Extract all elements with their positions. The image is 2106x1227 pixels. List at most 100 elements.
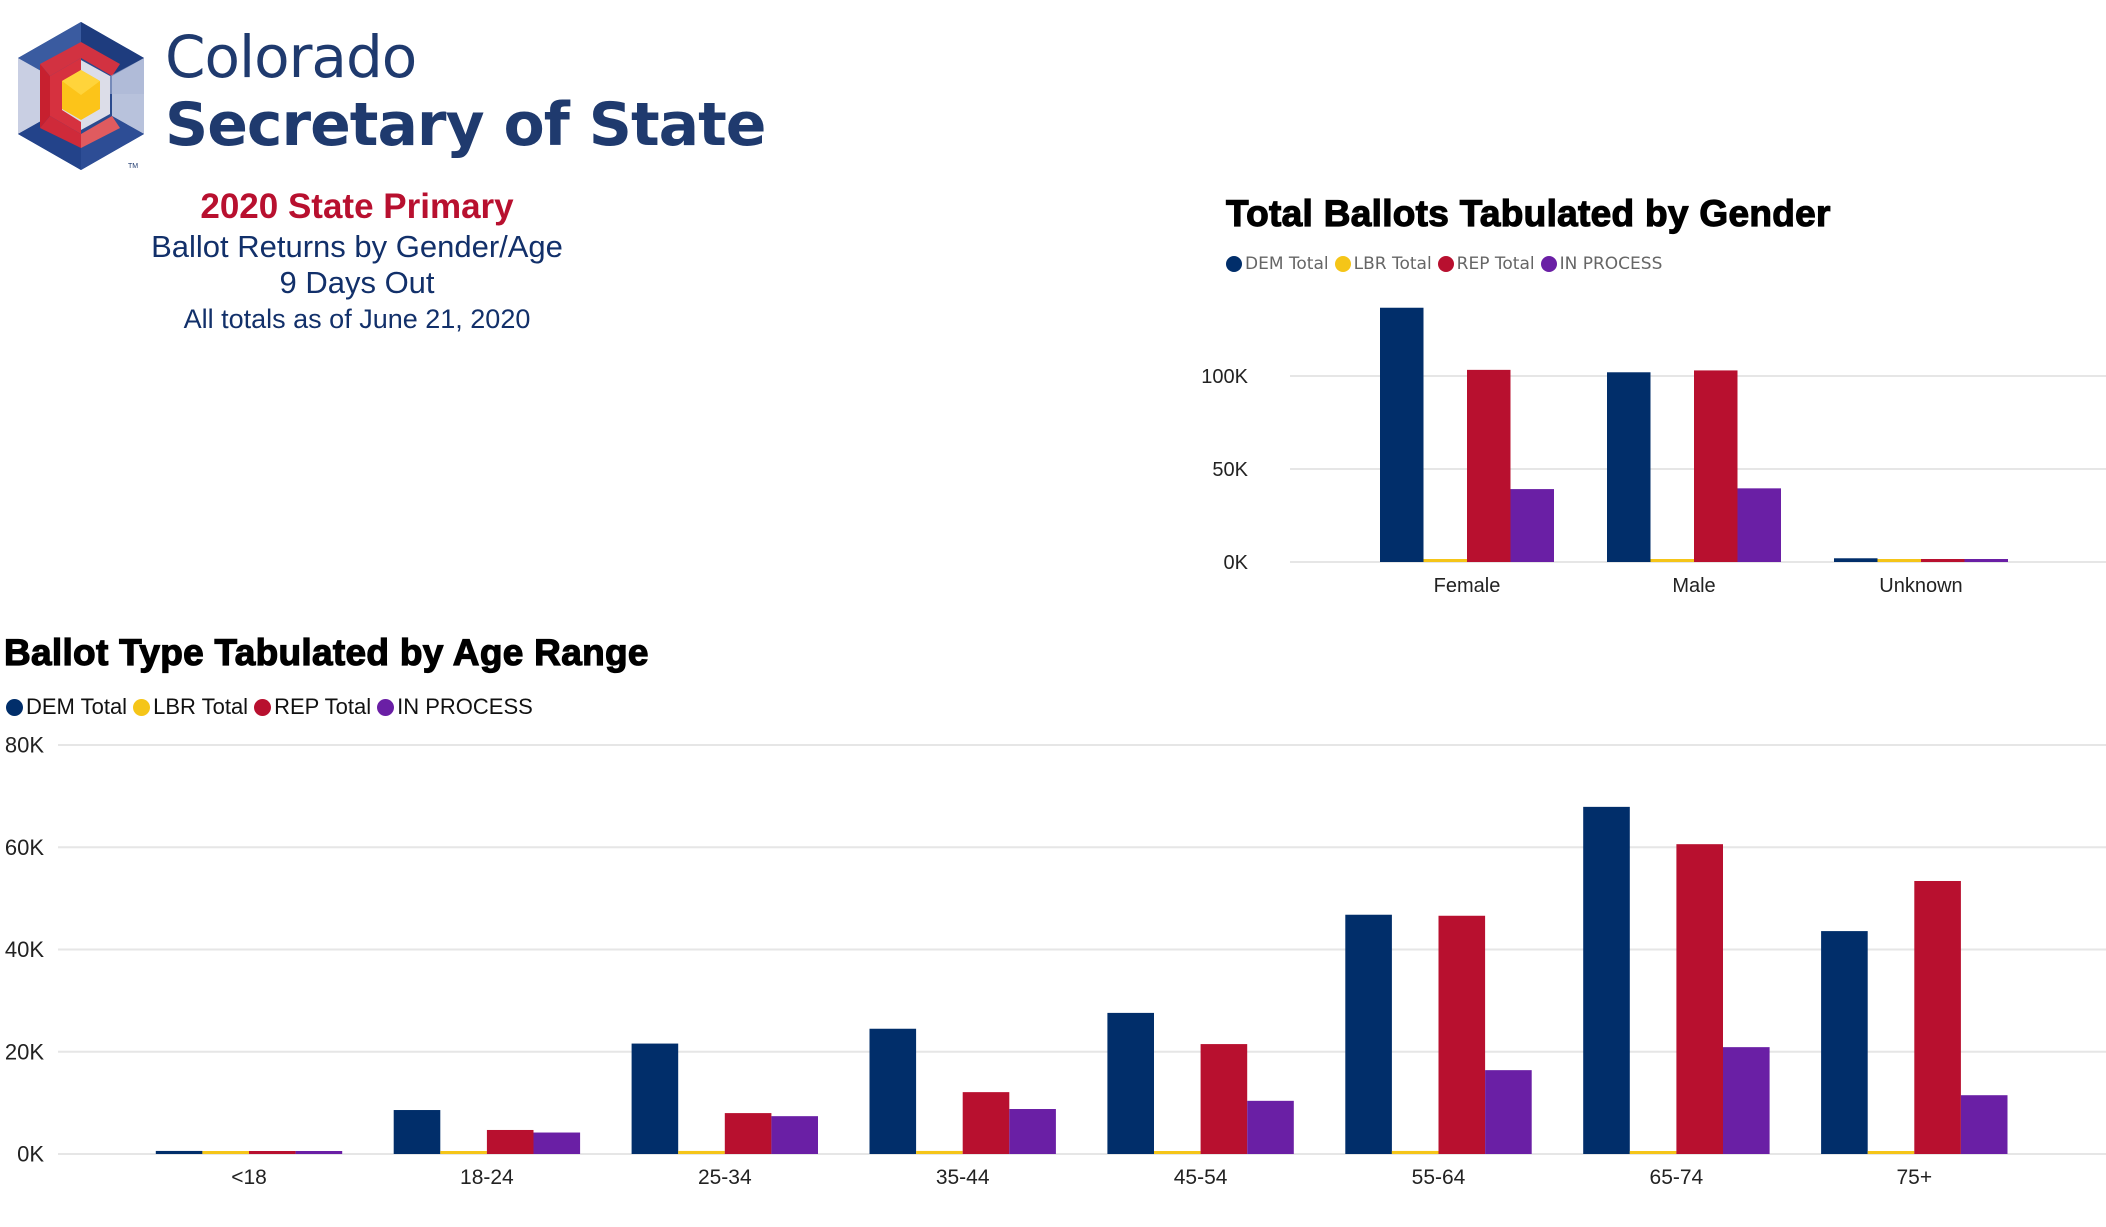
brand-name-colorado: Colorado bbox=[165, 23, 417, 91]
category-group bbox=[631, 1043, 818, 1154]
x-tick-label: 45-54 bbox=[1174, 1166, 1228, 1189]
bar-dem[interactable] bbox=[631, 1043, 679, 1154]
bar-rep[interactable] bbox=[1914, 880, 1961, 1154]
legend-item-in-process[interactable]: IN PROCESS bbox=[1540, 254, 1663, 274]
legend-dot-icon bbox=[1540, 256, 1557, 272]
bar-dem[interactable] bbox=[1583, 806, 1630, 1154]
legend-dot-icon bbox=[254, 698, 272, 716]
age-chart-legend: DEM Total LBR Total REP Total IN PROCESS bbox=[6, 694, 539, 720]
bar-in_process[interactable] bbox=[295, 1151, 343, 1154]
category-group bbox=[1380, 307, 1555, 562]
x-tick-label: <18 bbox=[231, 1166, 267, 1189]
bar-in_process[interactable] bbox=[1009, 1109, 1056, 1154]
bar-rep[interactable] bbox=[249, 1151, 296, 1154]
category-group bbox=[869, 1028, 1056, 1154]
legend-label: LBR Total bbox=[1353, 254, 1432, 274]
bar-in_process[interactable] bbox=[1960, 1095, 2008, 1154]
category-group bbox=[1107, 1012, 1294, 1154]
x-tick-label: Unknown bbox=[1879, 575, 1962, 597]
gender-chart-title: Total Ballots Tabulated by Gender bbox=[1225, 193, 1831, 234]
bar-dem[interactable] bbox=[1380, 307, 1424, 562]
bar-rep[interactable] bbox=[1921, 559, 1965, 562]
bar-in_process[interactable] bbox=[1510, 489, 1555, 562]
category-group bbox=[1583, 806, 1770, 1154]
bar-dem[interactable] bbox=[1821, 931, 1868, 1154]
bar-dem[interactable] bbox=[1107, 1012, 1154, 1154]
bar-lbr[interactable] bbox=[1867, 1151, 1915, 1154]
bar-rep[interactable] bbox=[1200, 1044, 1248, 1154]
x-tick-label: Male bbox=[1672, 575, 1715, 597]
bar-dem[interactable] bbox=[1834, 558, 1878, 562]
colorado-sos-logo: TM bbox=[18, 22, 144, 170]
legend-item-rep[interactable]: REP Total bbox=[1437, 254, 1535, 274]
bar-lbr[interactable] bbox=[440, 1151, 487, 1154]
report-subtitle: Ballot Returns by Gender/Age bbox=[151, 229, 563, 264]
bar-dem[interactable] bbox=[869, 1028, 917, 1154]
gender-chart-legend: DEM Total LBR Total REP Total IN PROCESS bbox=[1226, 254, 1668, 274]
legend-item-dem[interactable]: DEM Total bbox=[6, 694, 127, 720]
bar-lbr[interactable] bbox=[1391, 1150, 1439, 1154]
y-tick-label: 50K bbox=[1212, 459, 1248, 481]
bar-lbr[interactable] bbox=[916, 1150, 963, 1154]
legend-dot-icon bbox=[6, 698, 23, 716]
bar-lbr[interactable] bbox=[1877, 559, 1922, 562]
as-of-date: All totals as of June 21, 2020 bbox=[183, 304, 531, 334]
category-group bbox=[1607, 370, 1781, 562]
bar-dem[interactable] bbox=[1345, 914, 1392, 1154]
bar-rep[interactable] bbox=[724, 1113, 772, 1154]
bar-in_process[interactable] bbox=[1723, 1047, 1770, 1154]
legend-dot-icon bbox=[1226, 256, 1242, 272]
bar-in_process[interactable] bbox=[533, 1132, 581, 1154]
bar-lbr[interactable] bbox=[202, 1151, 249, 1154]
category-group bbox=[393, 1110, 581, 1154]
age-bar-chart: 0K 20K 40K 60K 80K <18 18-24 25-34 35-44 45-54 55-… bbox=[5, 733, 2106, 1189]
bar-rep[interactable] bbox=[1676, 844, 1723, 1154]
bar-rep[interactable] bbox=[486, 1129, 534, 1154]
bar-lbr[interactable] bbox=[1629, 1151, 1677, 1154]
bar-in_process[interactable] bbox=[1247, 1100, 1294, 1154]
age-chart-title: Ballot Type Tabulated by Age Range bbox=[3, 632, 649, 673]
bar-rep[interactable] bbox=[1694, 370, 1738, 562]
logo-trademark: TM bbox=[128, 163, 138, 170]
bar-in_process[interactable] bbox=[771, 1116, 818, 1154]
x-tick-label: 65-74 bbox=[1650, 1166, 1704, 1189]
x-tick-label: 25-34 bbox=[698, 1166, 752, 1189]
legend-item-dem[interactable]: DEM Total bbox=[1226, 254, 1329, 274]
bar-dem[interactable] bbox=[155, 1150, 203, 1154]
bar-dem[interactable] bbox=[393, 1110, 441, 1154]
legend-dot-icon bbox=[377, 698, 395, 716]
category-group bbox=[1345, 914, 1532, 1154]
bar-rep[interactable] bbox=[1438, 915, 1486, 1154]
legend-label: IN PROCESS bbox=[1559, 254, 1663, 274]
days-out-label: 9 Days Out bbox=[279, 265, 435, 300]
x-tick-label: 18-24 bbox=[460, 1166, 514, 1189]
category-group bbox=[1821, 880, 2008, 1154]
bar-lbr[interactable] bbox=[1423, 559, 1468, 562]
y-tick-label: 40K bbox=[5, 937, 44, 962]
x-tick-label: 75+ bbox=[1896, 1166, 1932, 1189]
legend-item-rep[interactable]: REP Total bbox=[254, 694, 371, 720]
legend-item-lbr[interactable]: LBR Total bbox=[1334, 254, 1432, 274]
bar-lbr[interactable] bbox=[1650, 559, 1695, 562]
bar-dem[interactable] bbox=[1607, 372, 1651, 562]
gender-bar-chart: 0K 50K 100K Female Male Unknown bbox=[1201, 307, 2106, 597]
legend-label: REP Total bbox=[274, 694, 372, 719]
category-group bbox=[1834, 558, 2008, 562]
report-title: 2020 State Primary bbox=[200, 187, 514, 226]
bar-rep[interactable] bbox=[1467, 369, 1511, 562]
report-header: 2020 State Primary Ballot Returns by Gen… bbox=[100, 186, 614, 337]
bar-in_process[interactable] bbox=[1737, 488, 1782, 562]
bar-lbr[interactable] bbox=[1154, 1151, 1201, 1154]
legend-label: LBR Total bbox=[153, 694, 249, 719]
bar-lbr[interactable] bbox=[678, 1150, 725, 1154]
bar-in_process[interactable] bbox=[1964, 559, 2009, 562]
legend-label: REP Total bbox=[1456, 254, 1535, 274]
y-tick-label: 20K bbox=[5, 1039, 44, 1064]
bar-rep[interactable] bbox=[962, 1092, 1010, 1154]
bar-in_process[interactable] bbox=[1485, 1070, 1532, 1154]
legend-label: DEM Total bbox=[26, 694, 128, 719]
legend-item-lbr[interactable]: LBR Total bbox=[133, 694, 248, 720]
brand-name-secretary-of-state: Secretary of State bbox=[165, 90, 766, 160]
category-group bbox=[155, 1150, 343, 1154]
legend-item-in-process[interactable]: IN PROCESS bbox=[377, 694, 533, 720]
